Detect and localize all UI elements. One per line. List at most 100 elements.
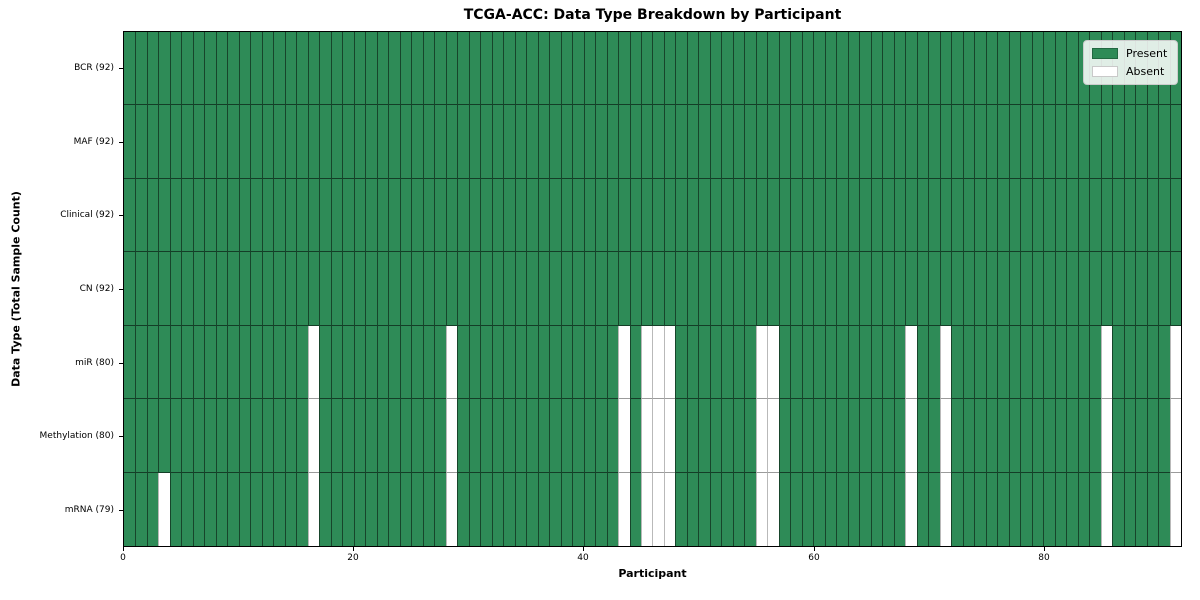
heatmap-cell (629, 32, 641, 106)
heatmap-cell (434, 399, 446, 473)
heatmap-cell (204, 252, 216, 326)
y-tick-label-mrna: mRNA (79) (64, 505, 114, 515)
heatmap-cell (503, 252, 515, 326)
heatmap-cell (1054, 399, 1067, 473)
heatmap-cell (641, 252, 653, 326)
heatmap-cell (686, 399, 699, 473)
heatmap-cell (1112, 178, 1124, 253)
heatmap-cell (503, 178, 515, 253)
heatmap-cell (1043, 105, 1055, 179)
heatmap-cell (526, 105, 538, 179)
x-tick-mark (583, 547, 584, 551)
heatmap-cell (549, 252, 561, 326)
heatmap-cell (181, 178, 193, 253)
x-tick-label-20: 20 (347, 553, 359, 563)
heatmap-cell (1100, 252, 1113, 326)
heatmap-cell (215, 178, 228, 253)
heatmap-cell (721, 105, 733, 179)
heatmap-cell (1077, 178, 1090, 253)
y-tick-mark (119, 68, 123, 69)
heatmap-cell (399, 399, 412, 473)
heatmap-cell (1043, 32, 1055, 106)
heatmap-cell (124, 105, 136, 179)
heatmap-cell (158, 252, 170, 326)
heatmap-cell (1135, 105, 1147, 179)
heatmap-cell (652, 32, 664, 106)
heatmap-cell (893, 325, 906, 400)
heatmap-cell (813, 399, 825, 473)
heatmap-cell (1146, 252, 1159, 326)
heatmap-cell (457, 252, 469, 326)
heatmap-cell (503, 399, 515, 473)
heatmap-cell (583, 178, 596, 253)
heatmap-cell (135, 252, 147, 326)
y-tick-label-mir: miR (80) (75, 358, 114, 368)
heatmap-cell (974, 32, 986, 106)
y-tick-label-clinical: Clinical (92) (60, 210, 114, 220)
y-tick-label-bcr: BCR (92) (74, 63, 114, 73)
heatmap-cell (158, 472, 170, 546)
heatmap-cell (951, 252, 963, 326)
heatmap-cell (583, 105, 596, 179)
heatmap-cell (1077, 472, 1090, 546)
heatmap-cell (721, 178, 733, 253)
heatmap-cell (606, 32, 619, 106)
heatmap-cell (870, 32, 883, 106)
heatmap-cell (675, 105, 687, 179)
heatmap-cell (503, 32, 515, 106)
heatmap-cell (997, 32, 1009, 106)
heatmap-cell (1031, 32, 1044, 106)
heatmap-cell (813, 105, 825, 179)
heatmap-cell (158, 325, 170, 400)
heatmap-cell (641, 399, 653, 473)
heatmap-cell (629, 472, 641, 546)
heatmap-cell (560, 105, 573, 179)
heatmap-cell (652, 399, 664, 473)
heatmap-cell (480, 325, 492, 400)
heatmap-cell (296, 105, 308, 179)
heatmap-cell (399, 472, 412, 546)
heatmap-cell (480, 32, 492, 106)
heatmap-cell (1135, 325, 1147, 400)
heatmap-cell (468, 399, 481, 473)
heatmap-cell (928, 178, 940, 253)
heatmap-cell (595, 325, 607, 400)
heatmap-cell (675, 325, 687, 400)
heatmap-cell (307, 472, 320, 546)
heatmap-cell (491, 178, 504, 253)
heatmap-cell (675, 252, 687, 326)
heatmap-cell (204, 105, 216, 179)
legend-label-present: Present (1126, 47, 1168, 60)
heatmap-cell (606, 399, 619, 473)
heatmap-cell (1008, 399, 1021, 473)
heatmap-cell (801, 399, 814, 473)
heatmap-cell (434, 178, 446, 253)
heatmap-cell (422, 399, 435, 473)
heatmap-cell (457, 325, 469, 400)
heatmap-cell (847, 105, 860, 179)
heatmap-cell (767, 32, 779, 106)
heatmap-cell (169, 472, 182, 546)
heatmap-cell (388, 252, 400, 326)
heatmap-cell (399, 178, 412, 253)
heatmap-cell (813, 472, 825, 546)
heatmap-cell (1100, 325, 1113, 400)
heatmap-cell (652, 472, 664, 546)
heatmap-cell (709, 105, 722, 179)
heatmap-cell (755, 178, 768, 253)
heatmap-cell (859, 178, 871, 253)
heatmap-cell (985, 105, 998, 179)
heatmap-cell (549, 178, 561, 253)
heatmap-cell (480, 399, 492, 473)
heatmap-cell (1146, 472, 1159, 546)
heatmap-cell (1008, 32, 1021, 106)
heatmap-cell (342, 105, 354, 179)
heatmap-cell (939, 399, 952, 473)
heatmap-cell (1100, 105, 1113, 179)
heatmap-cell (1112, 252, 1124, 326)
heatmap-cell (652, 105, 664, 179)
heatmap-cell (870, 105, 883, 179)
heatmap-cell (261, 178, 274, 253)
heatmap-cell (549, 399, 561, 473)
heatmap-cell (135, 178, 147, 253)
